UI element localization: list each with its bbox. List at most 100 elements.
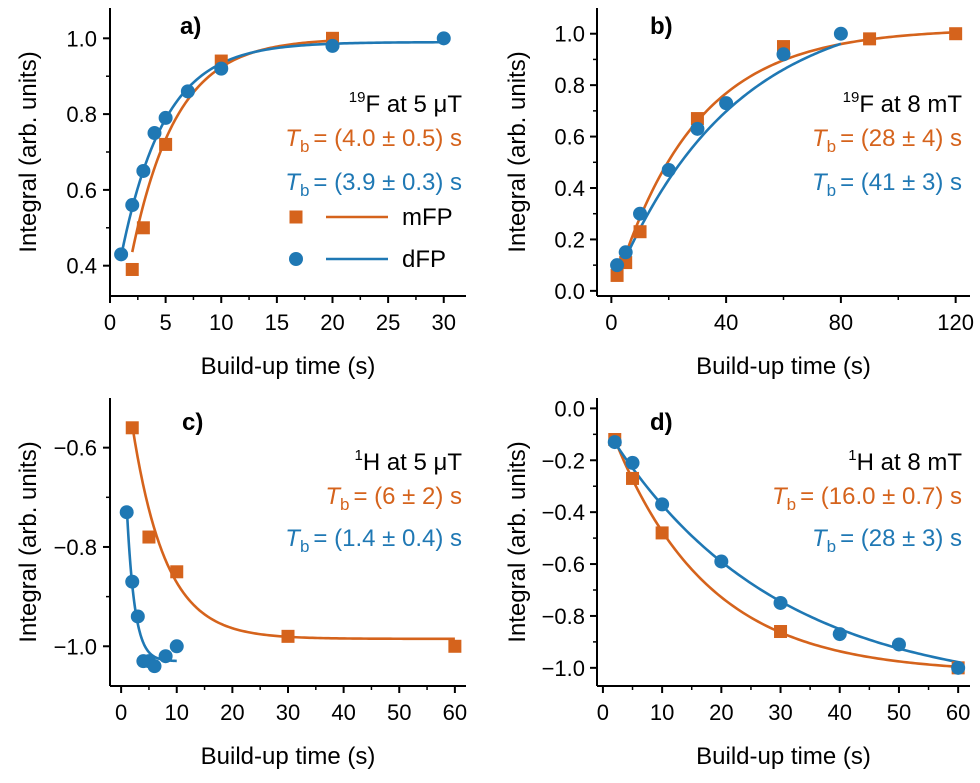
- data-point-dFP: [773, 595, 788, 610]
- x-tick-label: 60: [443, 700, 467, 725]
- x-tick-label: 30: [768, 700, 792, 725]
- data-point-dFP: [719, 96, 734, 111]
- x-tick-label: 0: [115, 700, 127, 725]
- data-point-dFP: [607, 435, 622, 450]
- data-point-dFP: [610, 258, 625, 273]
- x-tick-label: 120: [937, 310, 974, 335]
- data-point-mFP: [633, 225, 647, 239]
- nucleus-field: F at 8 mT: [859, 91, 962, 118]
- x-tick-label: 30: [276, 700, 300, 725]
- tb-subscript: b: [827, 181, 836, 200]
- data-point-dFP: [655, 497, 670, 512]
- panel-c: 0 10 20 30 40 50 60 −1.0 −0.8 −0.6 Build-up time (…: [15, 398, 467, 770]
- tb-symbol: T: [285, 125, 302, 152]
- data-point-dFP: [158, 110, 173, 125]
- data-point-mFP: [142, 530, 156, 544]
- x-tick-label: 0: [104, 310, 116, 335]
- legend-label-mFP: mFP: [402, 204, 453, 231]
- y-tick-label: 0.8: [66, 102, 97, 127]
- data-point-dFP: [625, 455, 640, 470]
- y-tick-label: 0.0: [554, 279, 585, 304]
- data-point-mFP: [136, 221, 150, 235]
- data-point-dFP: [891, 637, 906, 652]
- panel-d: 0 10 20 30 40 50 60 −1.0 −0.8 −0.6 −0.4 −0.2 0.0 Buil…: [504, 396, 970, 770]
- data-point-dFP: [125, 574, 140, 589]
- data-point-dFP: [833, 26, 848, 41]
- data-point-dFP: [436, 31, 451, 46]
- data-point-dFP: [147, 659, 162, 674]
- x-tick-label: 40: [714, 310, 738, 335]
- data-point-mFP: [863, 32, 877, 46]
- data-point-dFP: [832, 627, 847, 642]
- data-point-dFP: [661, 163, 676, 177]
- panel-label: b): [650, 13, 673, 40]
- x-tick-label: 25: [376, 310, 400, 335]
- tb-value: = (16.0 ± 0.7) s: [800, 483, 962, 510]
- nucleus-annotation: 1H at 5 μT: [354, 447, 462, 476]
- nucleus-annotation: 19F at 8 mT: [843, 89, 963, 118]
- data-point-dFP: [325, 38, 340, 53]
- panel-b: 0 40 80 120 0.0 0.2 0.4 0.6 0.8 1.0 Build-up time …: [504, 8, 974, 380]
- data-point-mFP: [626, 471, 640, 485]
- y-axis-label: Integral (arb. units): [15, 441, 42, 642]
- y-tick-label: 1.0: [554, 22, 585, 47]
- x-tick-label: 30: [432, 310, 456, 335]
- y-tick-label: −1.0: [54, 634, 97, 659]
- tb-symbol: T: [325, 483, 342, 510]
- x-tick-label: 60: [946, 700, 970, 725]
- data-point-dFP: [180, 84, 195, 99]
- data-point-mFP: [774, 625, 788, 639]
- x-tick-label: 20: [220, 700, 244, 725]
- data-point-mFP: [655, 526, 669, 540]
- tb-symbol: T: [812, 525, 829, 552]
- data-point-dFP: [776, 47, 791, 62]
- y-axis-label: Integral (arb. units): [15, 51, 42, 252]
- data-point-dFP: [214, 61, 229, 76]
- nucleus-annotation: 1H at 8 mT: [848, 447, 962, 476]
- tb-annotation-mFP: Tb = (16.0 ± 0.7) s: [772, 483, 962, 514]
- y-tick-label: 0.4: [66, 254, 97, 279]
- y-tick-label: −0.4: [542, 500, 585, 525]
- x-tick-label: 50: [387, 700, 411, 725]
- data-point-dFP: [136, 163, 151, 178]
- tb-symbol: T: [285, 525, 302, 552]
- data-point-dFP: [690, 121, 705, 136]
- data-point-dFP: [119, 505, 134, 520]
- y-tick-label: 1.0: [66, 26, 97, 51]
- x-tick-label: 40: [331, 700, 355, 725]
- data-point-mFP: [125, 262, 139, 276]
- y-axis-label: Integral (arb. units): [504, 51, 531, 252]
- tb-symbol: T: [812, 125, 829, 152]
- tb-value: = (28 ± 3) s: [840, 525, 962, 552]
- y-tick-label: −1.0: [542, 656, 585, 681]
- tb-subscript: b: [827, 137, 836, 156]
- x-tick-label: 80: [829, 310, 853, 335]
- legend: mFP dFP: [289, 204, 453, 273]
- x-tick-label: 40: [828, 700, 852, 725]
- legend-label-dFP: dFP: [402, 246, 446, 273]
- x-axis-label: Build-up time (s): [201, 353, 376, 380]
- tb-value: = (6 ± 2) s: [353, 483, 462, 510]
- x-tick-label: 20: [320, 310, 344, 335]
- tb-subscript: b: [300, 137, 309, 156]
- x-tick-label: 20: [709, 700, 733, 725]
- tb-annotation-mFP: Tb = (4.0 ± 0.5) s: [285, 125, 462, 156]
- y-tick-label: −0.6: [542, 552, 585, 577]
- tb-subscript: b: [827, 537, 836, 556]
- y-tick-label: 0.6: [66, 178, 97, 203]
- fit-curve-dFP: [119, 40, 444, 257]
- tb-value: = (41 ± 3) s: [840, 169, 962, 196]
- tb-value: = (3.9 ± 0.3) s: [313, 169, 462, 196]
- x-tick-label: 15: [265, 310, 289, 335]
- data-point-dFP: [169, 639, 184, 654]
- tb-value: = (28 ± 4) s: [840, 125, 962, 152]
- y-axis-label: Integral (arb. units): [504, 441, 531, 642]
- panel-label: a): [180, 13, 201, 40]
- data-point-dFP: [147, 126, 162, 141]
- tb-annotation-dFP: Tb = (41 ± 3) s: [812, 169, 962, 200]
- nucleus-mass-number: 1: [848, 447, 856, 464]
- nucleus-mass-number: 1: [354, 447, 362, 464]
- tb-annotation-dFP: Tb = (3.9 ± 0.3) s: [285, 169, 462, 200]
- tb-symbol: T: [285, 169, 302, 196]
- tb-value: = (1.4 ± 0.4) s: [313, 525, 462, 552]
